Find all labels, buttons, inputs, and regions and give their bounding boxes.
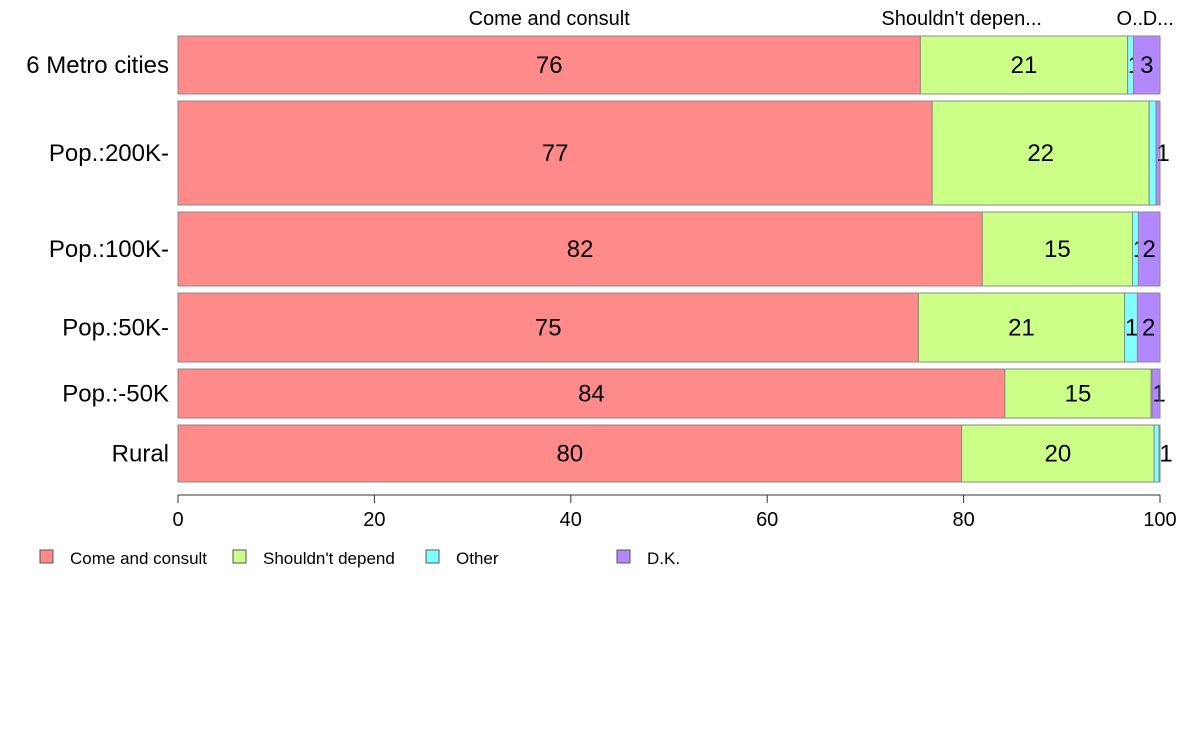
- legend-swatch: [425, 549, 440, 564]
- top-series-label: Come and consult: [469, 8, 631, 30]
- bar-segment: [1153, 424, 1160, 483]
- bar-outline: [177, 211, 1161, 287]
- legend-label: D.K.: [647, 549, 680, 568]
- data-label: 20: [1045, 441, 1072, 468]
- category-labels: 6 Metro cities Pop.:200K- Pop.:100K- Pop.:5…: [26, 52, 169, 468]
- bars: 762113772218215127521128415180201: [177, 35, 1173, 483]
- top-series-label: O...: [1117, 8, 1149, 30]
- legend-swatch: [232, 549, 247, 564]
- x-tick-label: 0: [172, 509, 183, 531]
- data-label: 84: [578, 381, 605, 408]
- bar-outline: [177, 35, 1161, 95]
- bar-segment: [931, 100, 1150, 206]
- data-label: 77: [542, 140, 569, 167]
- data-label: 15: [1065, 381, 1092, 408]
- bar-segment: [1148, 100, 1157, 206]
- data-label: 76: [536, 52, 563, 79]
- data-label: 2: [1142, 315, 1155, 342]
- category-label: Rural: [112, 441, 169, 468]
- data-label: 80: [556, 441, 583, 468]
- legend-label: Come and consult: [70, 549, 207, 568]
- data-label: 15: [1044, 236, 1071, 263]
- top-labels: Come and consult Shouldn't depen... O...D.…: [469, 8, 1174, 30]
- data-label: 1: [1156, 140, 1169, 167]
- category-label: Pop.:50K-: [62, 315, 169, 342]
- data-label: 2: [1143, 236, 1156, 263]
- x-tick-label: 40: [560, 509, 582, 531]
- bar-outline: [177, 292, 1161, 363]
- x-tick-label: 100: [1143, 509, 1176, 531]
- data-label: 75: [535, 315, 562, 342]
- category-label: Pop.:100K-: [49, 236, 169, 263]
- x-tick-label: 60: [756, 509, 778, 531]
- bar-outline: [177, 100, 1161, 206]
- top-series-label: Shouldn't depen...: [881, 8, 1042, 30]
- x-tick-label: 20: [363, 509, 385, 531]
- x-axis: 0 20 40 60 80 100: [172, 494, 1177, 531]
- data-label: 21: [1011, 52, 1038, 79]
- legend-label: Other: [456, 549, 499, 568]
- data-label: 21: [1008, 315, 1035, 342]
- bar-segment: [917, 292, 1126, 363]
- category-label: Pop.:200K-: [49, 140, 169, 167]
- data-label: 22: [1027, 140, 1054, 167]
- data-label: 1: [1125, 315, 1138, 342]
- category-label: Pop.:-50K: [62, 381, 169, 408]
- bar-segment: [961, 424, 1155, 483]
- top-series-label: D...: [1143, 8, 1174, 30]
- data-label: 82: [567, 236, 594, 263]
- category-label: 6 Metro cities: [26, 52, 169, 79]
- bar-segment: [1004, 368, 1152, 419]
- data-label: 1: [1159, 441, 1172, 468]
- legend-swatch: [39, 549, 54, 564]
- legend: Come and consult Shouldn't depend Other D.K…: [39, 549, 680, 568]
- legend-label: Shouldn't depend: [263, 549, 395, 568]
- bar-segment: [177, 424, 963, 483]
- data-label: 3: [1140, 52, 1153, 79]
- legend-swatch: [616, 549, 631, 564]
- bar-outline: [177, 368, 1161, 419]
- data-label: 1: [1152, 381, 1165, 408]
- bar-segment: [177, 368, 1006, 419]
- bar-segment: [177, 211, 983, 287]
- bar-outline: [177, 424, 1161, 483]
- x-tick-label: 80: [952, 509, 974, 531]
